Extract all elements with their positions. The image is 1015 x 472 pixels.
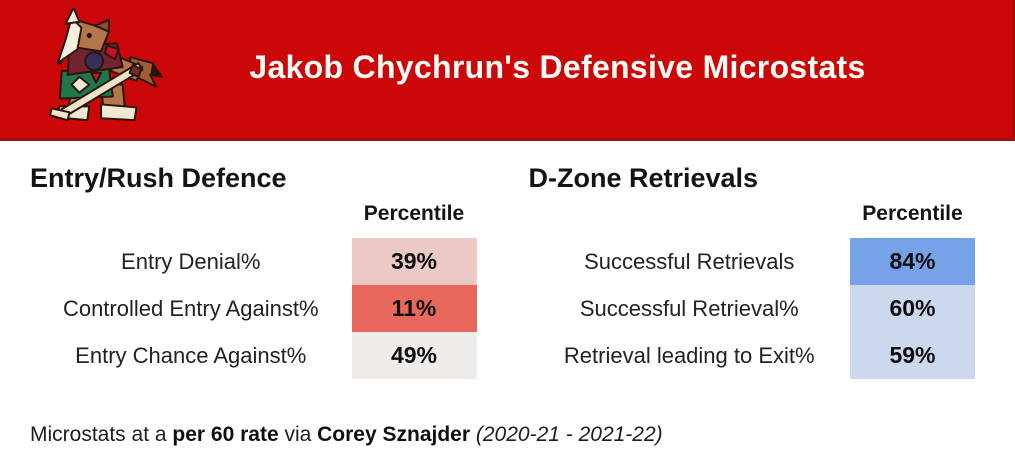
stat-value-cell: 59% <box>850 332 975 379</box>
footnote-source: Corey Sznajder <box>317 423 471 446</box>
stat-label: Entry Chance Against% <box>75 342 307 368</box>
header-banner: Jakob Chychrun's Defensive Microstats <box>0 0 1015 141</box>
section-entry-rush-defence: Entry/Rush Defence Percentile Entry Deni… <box>30 163 477 379</box>
stat-label: Retrieval leading to Exit% <box>563 342 815 368</box>
footnote-rate: per 60 rate <box>172 423 279 446</box>
section-dzone-retrievals: D-Zone Retrievals Percentile Successful … <box>528 163 975 379</box>
stat-value-cell: 49% <box>351 332 477 379</box>
stat-value-cell: 60% <box>850 285 975 332</box>
stat-label: Successful Retrievals <box>584 248 795 274</box>
stat-value-cell: 11% <box>351 285 477 332</box>
footnote-via: via <box>278 423 318 446</box>
stats-content: Entry/Rush Defence Percentile Entry Deni… <box>0 141 1015 379</box>
footnote-prefix: Microstats at a <box>30 423 173 446</box>
stat-label: Controlled Entry Against% <box>62 295 319 321</box>
section-title: Entry/Rush Defence <box>30 163 287 193</box>
stat-label: Successful Retrieval% <box>579 295 799 321</box>
percentile-column-header: Percentile <box>363 202 465 225</box>
stat-value-cell: 84% <box>850 238 975 285</box>
stat-label: Entry Denial% <box>121 248 261 274</box>
coyotes-logo-icon <box>45 8 165 130</box>
page-title: Jakob Chychrun's Defensive Microstats <box>249 48 866 85</box>
stat-value-cell: 39% <box>351 238 477 285</box>
section-title: D-Zone Retrievals <box>528 163 759 193</box>
percentile-column-header: Percentile <box>862 202 963 225</box>
footnote: Microstats at a per 60 rate via Corey Sz… <box>30 423 975 447</box>
footnote-seasons: (2020-21 - 2021-22) <box>470 423 663 446</box>
